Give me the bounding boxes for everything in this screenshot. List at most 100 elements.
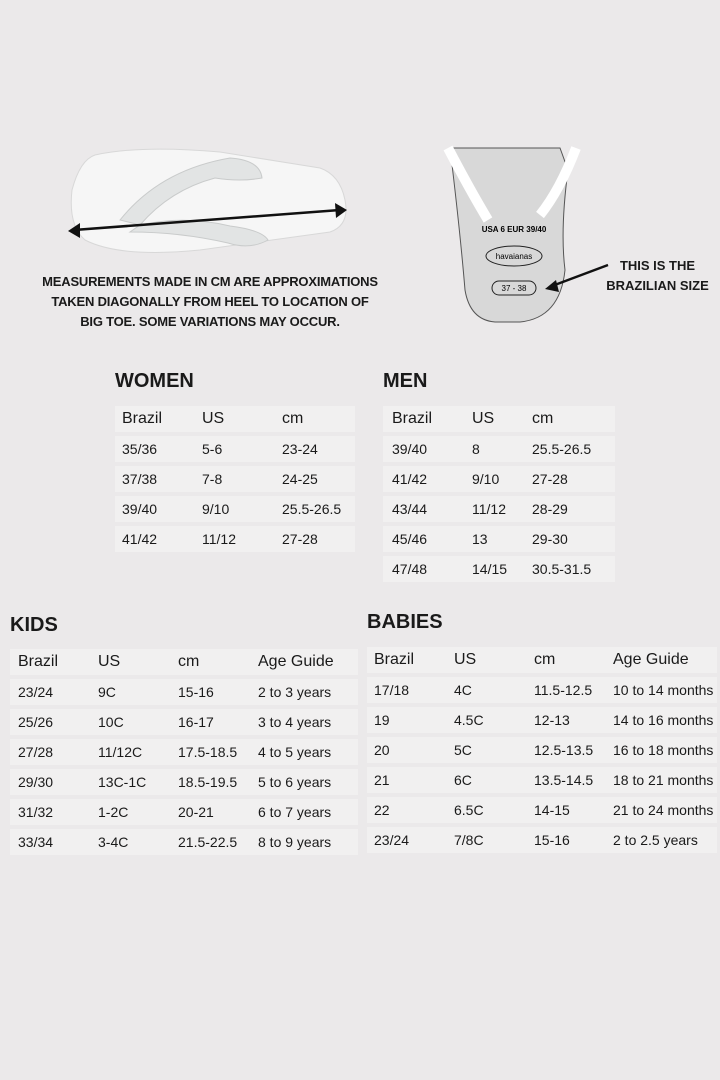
table-cell: 21.5-22.5 xyxy=(178,834,238,850)
table-cell: 6 to 7 years xyxy=(258,804,332,820)
table-row xyxy=(10,679,358,705)
sole-brand: havaianas xyxy=(496,252,532,261)
table-cell: 11/12 xyxy=(472,501,506,517)
table-cell: 9/10 xyxy=(202,501,230,517)
header-row xyxy=(367,647,717,673)
table-cell: 12-13 xyxy=(534,712,570,728)
table-cell: 33/34 xyxy=(18,834,54,850)
table-cell: 47/48 xyxy=(392,561,428,577)
table-cell: 28-29 xyxy=(532,501,568,517)
table-row xyxy=(383,496,615,522)
table-row xyxy=(383,466,615,492)
table-cell: 35/36 xyxy=(122,441,158,457)
header-row xyxy=(383,406,615,432)
table-cell: 8 to 9 years xyxy=(258,834,332,850)
table-title: BABIES xyxy=(367,611,443,633)
table-cell: 3-4C xyxy=(98,834,129,850)
table-cell: 11.5-12.5 xyxy=(534,682,593,698)
header-cell: Brazil xyxy=(392,410,433,427)
table-cell: 21 to 24 months xyxy=(613,802,714,818)
sole: USA 6 EUR 39/40 havaianas 37 - 38 xyxy=(443,145,609,323)
header-cell: US xyxy=(98,653,121,670)
table-row xyxy=(367,677,717,703)
table-row xyxy=(367,767,717,793)
note-line: MEASUREMENTS MADE IN CM ARE APPROXIMATIO… xyxy=(42,274,378,289)
table-cell: 14 to 16 months xyxy=(613,712,714,728)
header-cell: cm xyxy=(282,410,304,427)
table-cell: 6.5C xyxy=(454,802,484,818)
table-cell: 37/38 xyxy=(122,471,158,487)
table-cell: 21 xyxy=(374,772,390,788)
header-cell: US xyxy=(472,410,495,427)
table-cell: 14-15 xyxy=(534,802,570,818)
header-row xyxy=(115,406,355,432)
header-cell: cm xyxy=(178,653,200,670)
table-cell: 43/44 xyxy=(392,501,428,517)
table-cell: 5 to 6 years xyxy=(258,774,332,790)
table-row xyxy=(10,769,358,795)
header-cell: US xyxy=(202,410,225,427)
sole-brazil-size: 37 - 38 xyxy=(502,284,527,293)
table-cell: 30.5-31.5 xyxy=(532,561,592,577)
header-cell: Age Guide xyxy=(258,653,334,670)
table-cell: 5C xyxy=(454,742,472,758)
table-cell: 2 to 2.5 years xyxy=(613,832,698,848)
table-cell: 4 to 5 years xyxy=(258,744,332,760)
table-cell: 18 to 21 months xyxy=(613,772,714,788)
header-cell: US xyxy=(454,651,477,668)
table-row xyxy=(367,737,717,763)
table-cell: 22 xyxy=(374,802,390,818)
table-row xyxy=(115,436,355,462)
table-cell: 20 xyxy=(374,742,390,758)
table-row xyxy=(115,496,355,522)
table-cell: 11/12 xyxy=(202,531,236,547)
table-cell: 27-28 xyxy=(282,531,318,547)
table-cell: 18.5-19.5 xyxy=(178,774,238,790)
table-cell: 25.5-26.5 xyxy=(282,501,342,517)
table-cell: 12.5-13.5 xyxy=(534,742,594,758)
table-title: WOMEN xyxy=(115,370,194,392)
table-row xyxy=(367,797,717,823)
table-cell: 17/18 xyxy=(374,682,410,698)
header-cell: Brazil xyxy=(122,410,163,427)
table-row xyxy=(383,556,615,582)
table-cell: 15-16 xyxy=(178,684,214,700)
table-cell: 8 xyxy=(472,441,480,457)
table-cell: 29/30 xyxy=(18,774,54,790)
table-cell: 41/42 xyxy=(392,471,428,487)
table-cell: 39/40 xyxy=(122,501,158,517)
table-cell: 4C xyxy=(454,682,472,698)
table-cell: 23/24 xyxy=(374,832,410,848)
table-cell: 13 xyxy=(472,531,488,547)
table-row xyxy=(367,827,717,853)
table-title: MEN xyxy=(383,370,428,392)
header-cell: Brazil xyxy=(374,651,415,668)
table-cell: 5-6 xyxy=(202,441,223,457)
table-cell: 29-30 xyxy=(532,531,568,547)
table-cell: 10C xyxy=(98,714,124,730)
table-cell: 7-8 xyxy=(202,471,223,487)
header-cell: Brazil xyxy=(18,653,59,670)
table-row xyxy=(383,526,615,552)
table-cell: 14/15 xyxy=(472,561,508,577)
table-cell: 45/46 xyxy=(392,531,428,547)
table-cell: 16 to 18 months xyxy=(613,742,714,758)
table-cell: 23/24 xyxy=(18,684,54,700)
table-row xyxy=(10,799,358,825)
table-cell: 9/10 xyxy=(472,471,500,487)
callout-line: THIS IS THE xyxy=(619,258,696,273)
table-cell: 13C-1C xyxy=(98,774,147,790)
table-row xyxy=(367,707,717,733)
header-row xyxy=(10,649,358,675)
table-cell: 4.5C xyxy=(454,712,484,728)
table-row xyxy=(383,436,615,462)
table-cell: 31/32 xyxy=(18,804,54,820)
table-row xyxy=(10,739,358,765)
table-row xyxy=(115,466,355,492)
table-cell: 17.5-18.5 xyxy=(178,744,238,760)
table-cell: 16-17 xyxy=(178,714,214,730)
table-cell: 24-25 xyxy=(282,471,318,487)
table-cell: 27/28 xyxy=(18,744,54,760)
measurement-note: MEASUREMENTS MADE IN CM ARE APPROXIMATIO… xyxy=(0,272,420,332)
